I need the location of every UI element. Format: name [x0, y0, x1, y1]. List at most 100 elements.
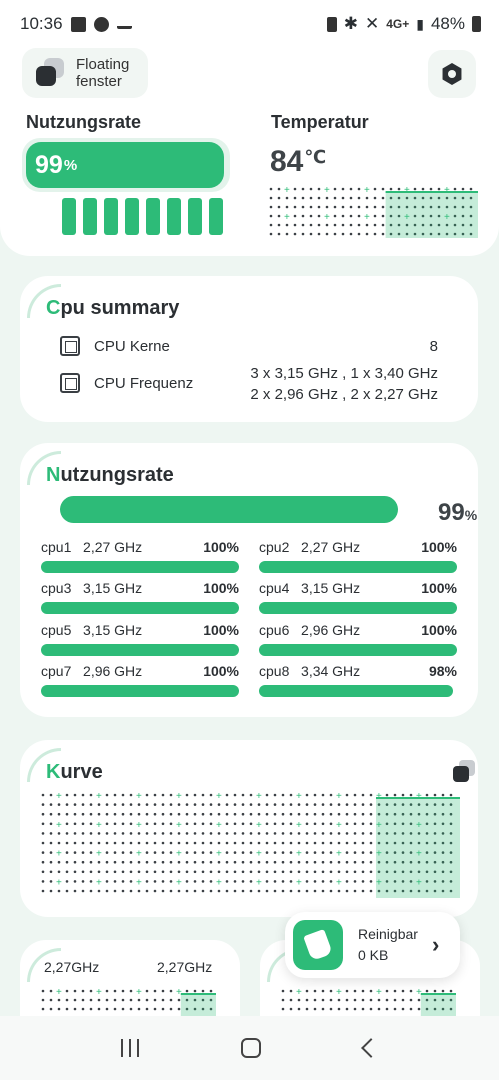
home-button[interactable] — [241, 1038, 262, 1058]
grid-dot — [145, 832, 149, 835]
core-bar — [83, 198, 97, 235]
usage-gauge: 99% — [22, 138, 230, 192]
grid-dot — [129, 1007, 133, 1011]
grid-dot — [105, 822, 109, 826]
grid-dot — [313, 812, 317, 816]
usage-card-title: Nutzungsrate — [46, 464, 174, 487]
grid-dot — [345, 860, 349, 864]
grid-dot — [177, 860, 181, 864]
grid-dot — [441, 880, 445, 883]
grid-plus-mark: + — [256, 877, 262, 888]
grid-dot — [161, 880, 165, 883]
grid-dot — [257, 889, 261, 893]
grid-dot — [121, 1007, 125, 1011]
grid-dot — [289, 832, 293, 835]
grid-dot — [393, 822, 397, 826]
clean-button[interactable]: Reinigbar 0 KB › — [285, 912, 460, 978]
grid-dot — [353, 793, 357, 797]
grid-dot — [445, 232, 449, 236]
grid-dot — [393, 832, 397, 835]
grid-dot — [193, 1007, 197, 1011]
grid-dot — [273, 822, 277, 826]
grid-dot — [321, 822, 325, 826]
grid-dot — [321, 889, 325, 893]
grid-dot — [385, 880, 389, 883]
grid-dot — [209, 989, 213, 993]
grid-plus-mark: + — [136, 877, 142, 888]
grid-dot — [129, 860, 133, 864]
grid-dot — [65, 822, 69, 826]
grid-dot — [65, 989, 69, 993]
grid-plus-mark: + — [96, 792, 102, 802]
grid-dot — [393, 860, 397, 864]
grid-dot — [153, 860, 157, 864]
grid-dot — [81, 880, 85, 883]
grid-dot — [105, 1007, 109, 1011]
core-usage-bar — [41, 685, 239, 697]
grid-dot — [41, 822, 45, 826]
floating-window-toggle-icon[interactable] — [453, 760, 477, 784]
grid-dot — [341, 214, 345, 218]
grid-plus-mark: + — [376, 820, 382, 831]
grid-dot — [289, 803, 293, 806]
grid-dot — [341, 205, 345, 209]
grid-dot — [217, 870, 221, 874]
cpu-summary-card: Cpu summary CPU Kerne 8 CPU Frequenz 3 x… — [20, 276, 478, 422]
grid-dot — [289, 860, 293, 864]
grid-dot — [105, 793, 109, 797]
grid-dot — [469, 196, 473, 200]
grid-dot — [81, 989, 85, 993]
grid-dot — [225, 822, 229, 826]
grid-dot — [289, 1007, 293, 1011]
grid-dot — [281, 880, 285, 883]
grid-dot — [97, 998, 101, 1002]
grid-dot — [377, 841, 381, 845]
grid-dot — [285, 232, 289, 236]
grid-dot — [309, 187, 313, 191]
grid-dot — [329, 989, 333, 993]
grid-dot — [441, 803, 445, 806]
grid-dot — [41, 832, 45, 835]
grid-dot — [73, 822, 77, 826]
grid-plus-mark: + — [136, 849, 142, 860]
grid-dot — [361, 860, 365, 864]
back-button[interactable] — [360, 1038, 381, 1058]
grid-dot — [233, 832, 237, 835]
cpu-summary-title-rest: pu summary — [60, 297, 180, 319]
grid-dot — [121, 812, 125, 816]
grid-dot — [461, 223, 465, 227]
grid-dot — [137, 803, 141, 806]
grid-dot — [281, 870, 285, 874]
recent-usage-area — [420, 994, 456, 1018]
grid-dot — [81, 860, 85, 864]
status-bar: 10:36 ✱ ✕ 4G+ ▮ 48% — [0, 0, 499, 48]
grid-dot — [225, 803, 229, 806]
floating-window-button[interactable]: Floating fenster — [22, 48, 148, 98]
grid-dot — [137, 832, 141, 835]
grid-plus-mark: + — [336, 820, 342, 831]
grid-dot — [209, 870, 213, 874]
grid-dot — [409, 851, 413, 854]
grid-dot — [305, 841, 309, 845]
grid-dot — [153, 841, 157, 845]
grid-dot — [381, 232, 385, 236]
grid-plus-mark: + — [96, 988, 102, 998]
grid-dot — [121, 851, 125, 854]
total-usage-unit: % — [464, 507, 478, 523]
grid-dot — [433, 812, 437, 816]
grid-dot — [373, 232, 377, 236]
grid-dot — [305, 880, 309, 883]
grid-dot — [417, 860, 421, 864]
grid-dot — [329, 841, 333, 845]
grid-dot — [281, 803, 285, 806]
grid-dot — [193, 803, 197, 806]
grid-dot — [441, 1007, 445, 1011]
recents-button[interactable] — [121, 1039, 140, 1057]
settings-button[interactable] — [428, 50, 476, 98]
grid-dot — [209, 841, 213, 845]
grid-dot — [425, 989, 429, 993]
grid-dot — [397, 214, 401, 218]
grid-dot — [137, 860, 141, 864]
signal-icon: ▮ — [416, 15, 424, 32]
grid-dot — [321, 851, 325, 854]
